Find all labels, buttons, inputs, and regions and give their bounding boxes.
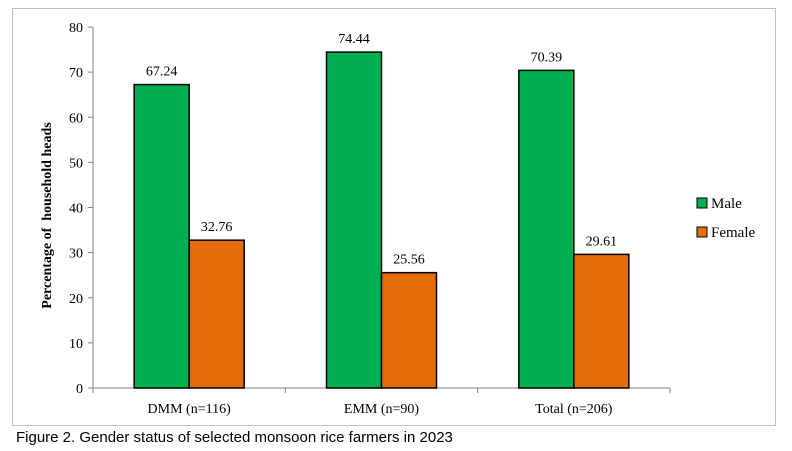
data-label: 70.39 (531, 50, 563, 65)
bar-male (518, 69, 575, 389)
y-tick-label: 40 (69, 202, 83, 217)
bar-female (188, 239, 245, 389)
bar-male (133, 83, 190, 389)
y-tick-label: 0 (76, 382, 83, 397)
y-tick-label: 50 (69, 156, 83, 171)
y-tick-label: 80 (69, 21, 83, 36)
legend-label-male: Male (711, 196, 742, 212)
legend-label-female: Female (711, 225, 755, 241)
data-label: 25.56 (393, 253, 425, 268)
x-tick-label: Total (n=206) (535, 402, 613, 417)
legend-swatch-male (696, 197, 708, 209)
data-label: 74.44 (338, 32, 370, 47)
bar-female (573, 253, 630, 389)
figure-caption: Figure 2. Gender status of selected mons… (16, 429, 453, 446)
y-axis-title: Percentage of household heads (40, 122, 55, 309)
legend-swatch-female (696, 226, 708, 238)
bar-female (380, 271, 438, 389)
y-tick-label: 30 (69, 247, 83, 262)
y-tick-label: 70 (69, 66, 83, 81)
bar-male (325, 51, 383, 389)
y-tick-label: 60 (69, 111, 83, 126)
data-label: 67.24 (146, 65, 178, 80)
x-tick-label: DMM (n=116) (148, 402, 232, 417)
x-tick-label: EMM (n=90) (344, 402, 420, 417)
y-tick-label: 20 (69, 292, 83, 307)
data-label: 32.76 (201, 220, 233, 235)
data-label: 29.61 (586, 234, 618, 249)
y-tick-label: 10 (69, 337, 83, 352)
